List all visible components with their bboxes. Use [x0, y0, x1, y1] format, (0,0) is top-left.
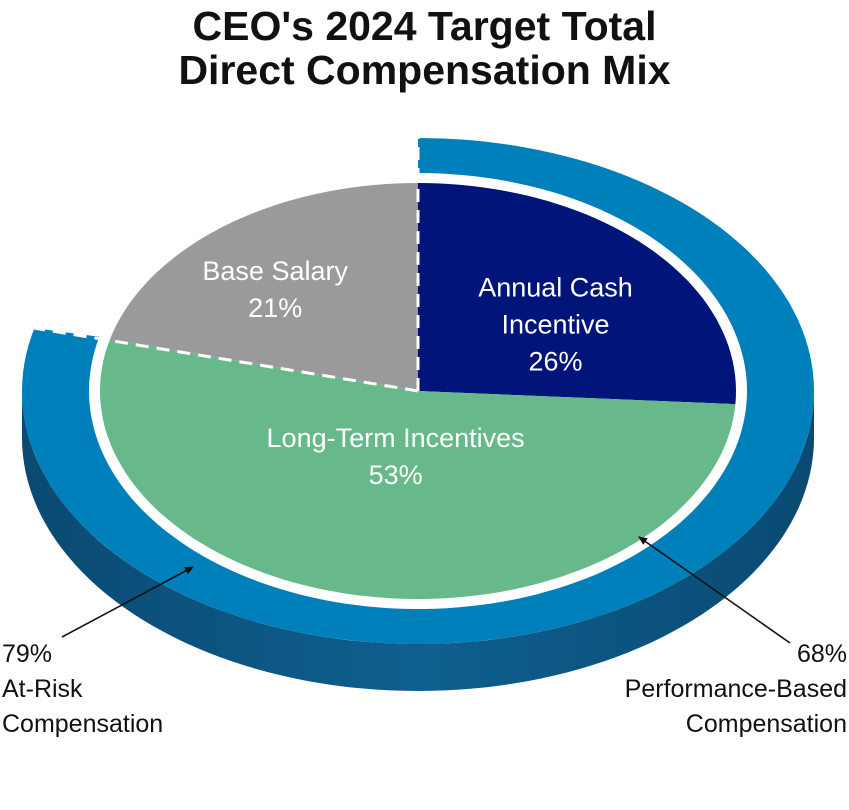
slice-annual-cash-incentive	[418, 183, 736, 405]
chart-title-line-1: CEO's 2024 Target Total	[192, 3, 657, 49]
slice-label-annual-cash-incentive: Incentive	[501, 310, 609, 340]
chart-title-line-2: Direct Compensation Mix	[178, 47, 671, 93]
slice-value-base-salary: 21%	[248, 293, 302, 323]
slice-label-base-salary: Base Salary	[202, 256, 348, 286]
at-risk-arrow	[61, 566, 194, 638]
outer-ring-side	[22, 391, 814, 691]
performance-based-annotation: 68% Performance-Based Compensation	[625, 637, 847, 742]
slice-divider	[34, 326, 419, 393]
slice-value-annual-cash-incentive: 26%	[528, 347, 582, 377]
at-risk-label-line-1: At-Risk	[2, 675, 83, 703]
performance-based-label-line-2: Compensation	[685, 710, 847, 738]
chart-title: CEO's 2024 Target Total Direct Compensat…	[0, 4, 849, 92]
at-risk-label-line-2: Compensation	[2, 710, 164, 738]
slice-base-salary	[110, 183, 418, 391]
slice-value-long-term-incentives: 53%	[369, 460, 423, 490]
performance-based-label-line-1: Performance-Based	[624, 675, 847, 703]
at-risk-annotation: 79% At-Risk Compensation	[2, 637, 163, 742]
slice-label-long-term-incentives: Long-Term Incentives	[267, 423, 525, 453]
slice-long-term-incentives	[100, 339, 736, 599]
at-risk-value: 79%	[2, 640, 53, 668]
performance-based-value: 68%	[796, 640, 847, 668]
slice-label-annual-cash-incentive: Annual Cash	[478, 273, 633, 303]
performance-based-arrow	[638, 536, 791, 644]
